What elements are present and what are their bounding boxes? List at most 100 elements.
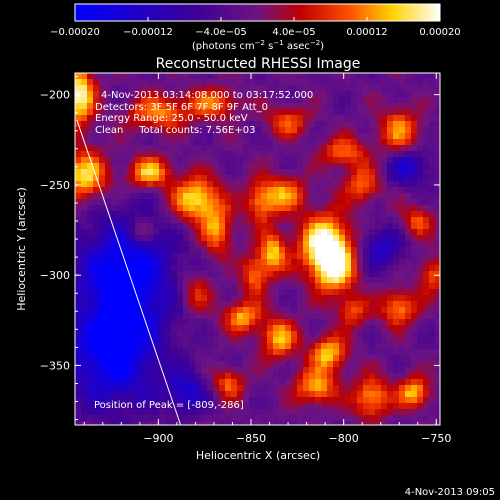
heatmap-cell	[195, 193, 202, 200]
heatmap-cell	[333, 139, 340, 146]
heatmap-cell	[219, 103, 226, 110]
heatmap-cell	[165, 175, 172, 182]
heatmap-cell	[369, 355, 376, 362]
heatmap-cell	[405, 265, 412, 272]
heatmap-cell	[417, 355, 424, 362]
heatmap-cell	[375, 247, 382, 254]
heatmap-cell	[321, 253, 328, 260]
heatmap-cell	[273, 403, 280, 410]
heatmap-cell	[381, 121, 388, 128]
heatmap-cell	[369, 403, 376, 410]
heatmap-cell	[171, 103, 178, 110]
heatmap-cell	[135, 367, 142, 374]
heatmap-cell	[375, 79, 382, 86]
heatmap-cell	[159, 157, 166, 164]
heatmap-cell	[135, 145, 142, 152]
heatmap-cell	[279, 409, 286, 416]
heatmap-cell	[387, 91, 394, 98]
heatmap-cell	[333, 121, 340, 128]
heatmap-cell	[285, 175, 292, 182]
heatmap-cell	[363, 355, 370, 362]
heatmap-cell	[381, 385, 388, 392]
heatmap-cell	[291, 127, 298, 134]
heatmap-cell	[189, 229, 196, 236]
annotation-energy-range: Energy Range: 25.0 - 50.0 keV	[95, 113, 248, 124]
heatmap-cell	[303, 127, 310, 134]
heatmap-cell	[417, 169, 424, 176]
heatmap-cell	[369, 175, 376, 182]
heatmap-cell	[237, 151, 244, 158]
heatmap-cell	[363, 361, 370, 368]
heatmap-cell	[129, 283, 136, 290]
heatmap-cell	[333, 349, 340, 356]
heatmap-cell	[237, 85, 244, 92]
heatmap-cell	[387, 223, 394, 230]
heatmap-cell	[315, 223, 322, 230]
heatmap-cell	[183, 235, 190, 242]
heatmap-cell	[399, 85, 406, 92]
heatmap-cell	[315, 109, 322, 116]
heatmap-cell	[93, 169, 100, 176]
heatmap-cell	[333, 229, 340, 236]
heatmap-cell	[105, 313, 112, 320]
heatmap-cell	[147, 295, 154, 302]
heatmap-cell	[135, 373, 142, 380]
heatmap-cell	[231, 175, 238, 182]
heatmap-cell	[159, 199, 166, 206]
heatmap-cell	[117, 277, 124, 284]
heatmap-cell	[321, 73, 328, 80]
heatmap-cell	[183, 133, 190, 140]
heatmap-cell	[117, 187, 124, 194]
heatmap-cell	[369, 85, 376, 92]
heatmap-cell	[75, 133, 82, 140]
heatmap-cell	[429, 277, 436, 284]
heatmap-cell	[261, 397, 268, 404]
heatmap-cell	[405, 223, 412, 230]
heatmap-cell	[177, 331, 184, 338]
heatmap-cell	[321, 235, 328, 242]
heatmap-cell	[315, 127, 322, 134]
heatmap-cell	[393, 313, 400, 320]
heatmap-cell	[375, 337, 382, 344]
heatmap-cell	[207, 289, 214, 296]
heatmap-cell	[231, 403, 238, 410]
heatmap-cell	[231, 301, 238, 308]
heatmap-cell	[405, 103, 412, 110]
heatmap-cell	[135, 205, 142, 212]
heatmap-cell	[213, 181, 220, 188]
heatmap-cell	[225, 187, 232, 194]
heatmap-cell	[117, 421, 124, 425]
heatmap-cell	[171, 127, 178, 134]
y-axis-label: Heliocentric Y (arcsec)	[15, 187, 28, 311]
heatmap-cell	[435, 349, 440, 356]
heatmap-cell	[435, 301, 440, 308]
heatmap-cell	[213, 235, 220, 242]
heatmap-cell	[387, 367, 394, 374]
heatmap-cell	[315, 187, 322, 194]
heatmap-cell	[201, 187, 208, 194]
heatmap-cell	[435, 247, 440, 254]
heatmap-cell	[117, 223, 124, 230]
heatmap-cell	[117, 361, 124, 368]
heatmap-cell	[303, 397, 310, 404]
heatmap-cell	[405, 307, 412, 314]
heatmap-cell	[165, 157, 172, 164]
heatmap-cell	[195, 355, 202, 362]
heatmap-cell	[249, 259, 256, 266]
heatmap-cell	[405, 73, 412, 80]
heatmap-cell	[99, 415, 106, 422]
heatmap-cell	[207, 259, 214, 266]
heatmap-cell	[411, 421, 418, 425]
heatmap-cell	[309, 301, 316, 308]
heatmap-cell	[333, 265, 340, 272]
heatmap-cell	[87, 127, 94, 134]
heatmap-cell	[411, 175, 418, 182]
heatmap-cell	[195, 109, 202, 116]
heatmap-cell	[435, 115, 440, 122]
heatmap-cell	[183, 211, 190, 218]
heatmap-cell	[393, 265, 400, 272]
heatmap-cell	[141, 211, 148, 218]
heatmap-cell	[435, 307, 440, 314]
heatmap-cell	[81, 325, 88, 332]
heatmap-cell	[147, 319, 154, 326]
